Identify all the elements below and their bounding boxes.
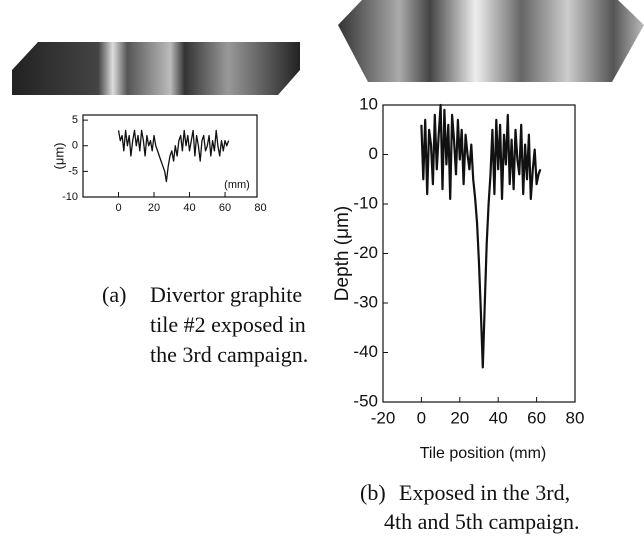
plot-frame — [82, 114, 258, 198]
caption-line: 4th and 5th campaign. — [384, 509, 580, 534]
annotation: (mm) — [224, 179, 250, 191]
caption-line: Exposed in the 3rd, — [399, 480, 570, 505]
x-tick-label: 60 — [219, 202, 231, 214]
caption-line: tile #2 exposed in — [150, 312, 306, 337]
x-tick-label: 80 — [566, 408, 585, 427]
x-tick-label: -20 — [371, 408, 396, 427]
y-axis-label: (μm) — [51, 143, 66, 170]
x-tick-label: 20 — [148, 202, 160, 214]
caption-line: the 3rd campaign. — [150, 342, 308, 367]
x-tick-label: 0 — [417, 408, 426, 427]
y-tick-label: -40 — [353, 342, 378, 361]
x-tick-label: 40 — [183, 202, 195, 214]
y-tick-label: 5 — [72, 114, 78, 126]
y-axis-label: Depth (μm) — [332, 206, 353, 301]
tile-image-a — [12, 42, 300, 95]
x-tick-label: 80 — [254, 202, 266, 214]
x-tick-label: 20 — [450, 408, 469, 427]
y-tick-label: -10 — [62, 191, 78, 203]
x-axis-label: Tile position (mm) — [420, 445, 547, 462]
data-line — [420, 103, 542, 369]
caption-label: (a) — [102, 282, 126, 307]
x-tick-label: 60 — [527, 408, 546, 427]
x-tick-label: 0 — [115, 202, 121, 214]
y-tick-label: -20 — [353, 243, 378, 262]
x-tick-label: 40 — [489, 408, 508, 427]
y-tick-label: -50 — [353, 391, 378, 410]
data-line — [117, 129, 230, 183]
y-tick-label: 10 — [359, 94, 378, 113]
y-tick-label: 0 — [72, 140, 78, 152]
captions: (a) Divertor graphite tile #2 exposed in th… — [102, 282, 580, 534]
tile-image-b — [338, 0, 644, 82]
caption-line: Divertor graphite — [150, 282, 302, 307]
caption-label: (b) — [360, 480, 386, 505]
y-tick-label: -5 — [68, 165, 78, 177]
y-tick-label: 0 — [369, 144, 378, 163]
y-tick-label: -10 — [353, 193, 378, 212]
y-tick-label: -30 — [353, 292, 378, 311]
